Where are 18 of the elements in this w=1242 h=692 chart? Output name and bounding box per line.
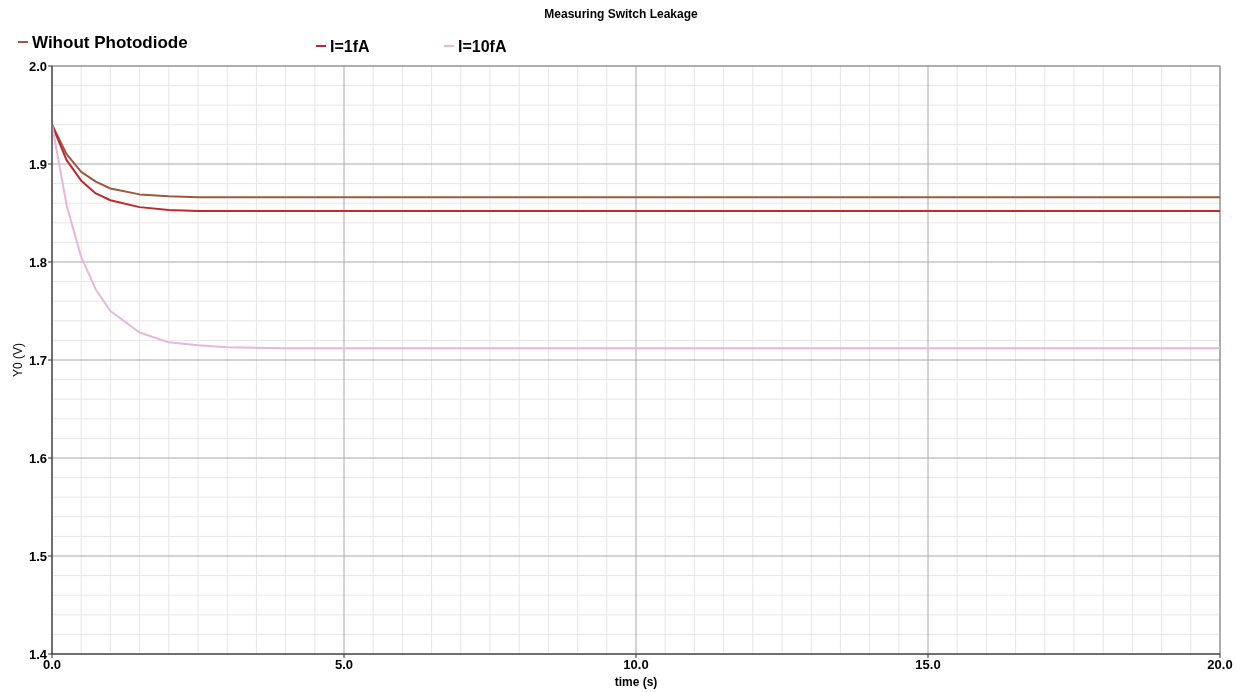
y-tick-label: 1.8 <box>28 255 47 270</box>
line-series <box>51 123 1221 213</box>
legend-label: Wihout Photodiode <box>32 33 188 52</box>
x-tick-label: 5.0 <box>334 657 354 672</box>
y-tick-label: 2.0 <box>28 59 47 74</box>
chart-title: Measuring Switch Leakage <box>544 7 699 21</box>
y-tick-label: 1.7 <box>28 353 47 368</box>
y-axis-title: Y0 (V) <box>11 342 25 378</box>
x-axis-title: time (s) <box>614 675 658 689</box>
y-tick-label: 1.9 <box>28 157 47 172</box>
y-tick-label: 1.6 <box>28 451 47 466</box>
x-tick-label: 15.0 <box>915 657 941 672</box>
legend-label: I=1fA <box>330 38 371 55</box>
legend-label: I=10fA <box>458 38 507 55</box>
x-tick-label: 10.0 <box>623 657 649 672</box>
x-tick-label: 20.0 <box>1207 657 1233 672</box>
x-tick-label: 0.0 <box>42 657 62 672</box>
y-tick-label: 1.5 <box>28 549 47 564</box>
